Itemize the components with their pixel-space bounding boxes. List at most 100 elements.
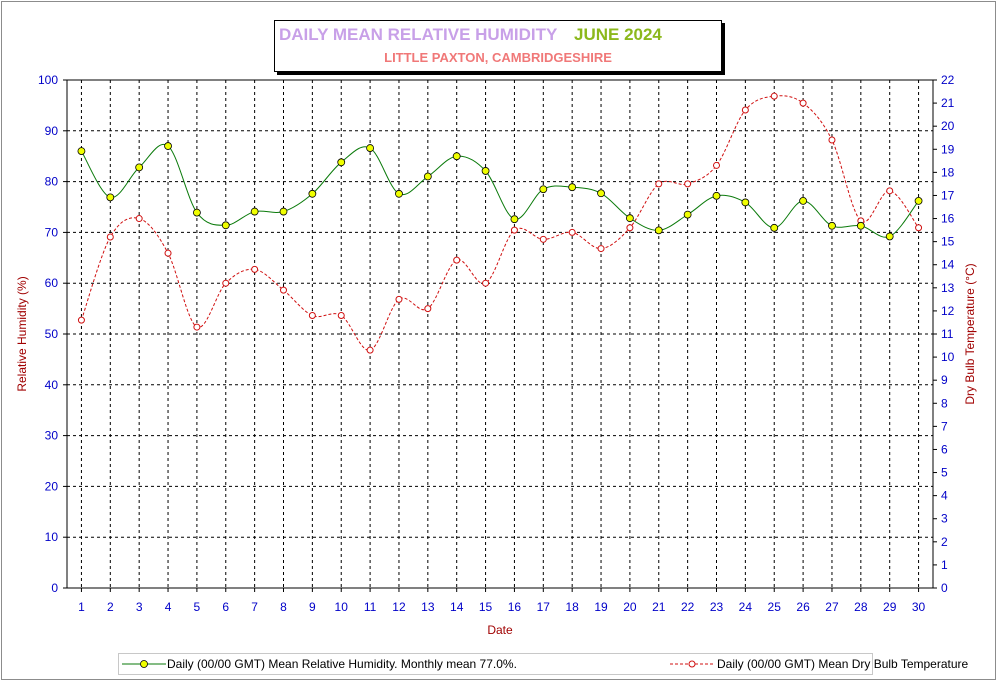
- temperature-point: [222, 279, 230, 287]
- x-tick-label: 13: [421, 600, 435, 614]
- humidity-point: [885, 232, 894, 241]
- humidity-point: [395, 189, 403, 198]
- temperature-point: [770, 92, 778, 100]
- temperature-point: [308, 312, 316, 320]
- humidity-point: [279, 207, 288, 216]
- x-tick-label: 27: [825, 600, 839, 614]
- x-tick-label: 8: [280, 600, 287, 614]
- temperature-point: [135, 215, 143, 223]
- humidity-point: [597, 189, 605, 198]
- temperature-point: [337, 312, 345, 320]
- right-tick-label: 2: [941, 535, 948, 549]
- humidity-point: [712, 191, 721, 200]
- left-tick-label: 70: [45, 225, 59, 239]
- axis-ticks: [63, 79, 937, 592]
- chart-title: DAILY MEAN RELATIVE HUMIDITY: [279, 25, 558, 44]
- temperature-point: [482, 279, 490, 287]
- left-tick-label: 20: [45, 479, 59, 493]
- right-tick-label: 17: [941, 188, 955, 202]
- right-tick-label: 8: [941, 396, 948, 410]
- temperature-point: [713, 161, 720, 169]
- humidity-point: [568, 183, 577, 192]
- humidity-point: [539, 185, 548, 194]
- x-tick-label: 29: [883, 600, 897, 614]
- x-tick-label: 19: [594, 600, 608, 614]
- x-tick-label: 14: [450, 600, 464, 614]
- left-tick-label: 100: [38, 73, 58, 87]
- right-tick-label: 9: [941, 373, 948, 387]
- right-tick-label: 16: [941, 212, 955, 226]
- temperature-point: [453, 256, 461, 264]
- left-tick-label: 10: [45, 530, 59, 544]
- right-tick-label: 19: [941, 142, 955, 156]
- x-tick-label: 3: [136, 600, 143, 614]
- temperature-point: [655, 180, 663, 188]
- x-tick-label: 9: [309, 600, 316, 614]
- temperature-point: [626, 224, 634, 232]
- legend-temperature-label: Daily (00/00 GMT) Mean Dry Bulb Temperat…: [717, 657, 969, 671]
- left-tick-label: 0: [51, 581, 58, 595]
- temperature-point: [164, 249, 172, 257]
- right-axis-label: Dry Bulb Temperature (°C): [963, 263, 977, 404]
- right-tick-label: 4: [941, 489, 948, 503]
- temperature-point: [886, 187, 894, 195]
- humidity-point: [423, 172, 432, 181]
- humidity-point: [799, 197, 807, 205]
- humidity-point: [856, 221, 865, 230]
- right-tick-label: 12: [941, 304, 955, 318]
- humidity-point: [366, 144, 375, 152]
- x-axis-label: Date: [487, 623, 513, 637]
- x-tick-label: 20: [623, 600, 637, 614]
- humidity-point: [741, 198, 750, 207]
- right-tick-label: 0: [941, 581, 948, 595]
- grid-lines: [67, 80, 933, 588]
- temperature-point: [193, 323, 201, 331]
- legend: Daily (00/00 GMT) Mean Relative Humidity…: [118, 653, 968, 675]
- humidity-point: [164, 142, 172, 150]
- chart-title-box: DAILY MEAN RELATIVE HUMIDITY JUNE 2024 L…: [274, 20, 722, 72]
- x-tick-label: 30: [912, 600, 926, 614]
- humidity-point: [626, 214, 634, 223]
- temperature-point: [251, 265, 259, 273]
- right-tick-label: 3: [941, 512, 948, 526]
- right-tick-label: 5: [941, 466, 948, 480]
- chart-subtitle: LITTLE PAXTON, CAMBRIDGESHIRE: [384, 50, 612, 65]
- temperature-point: [366, 346, 374, 354]
- right-tick-label: 7: [941, 419, 948, 433]
- left-tick-label: 60: [45, 276, 59, 290]
- temperature-point: [828, 136, 836, 144]
- humidity-point: [250, 207, 259, 216]
- x-tick-label: 4: [165, 600, 172, 614]
- left-tick-label: 30: [45, 429, 59, 443]
- humidity-point: [828, 221, 836, 230]
- left-tick-label: 80: [45, 175, 59, 189]
- temperature-point: [597, 245, 605, 253]
- temperature-point: [741, 106, 749, 114]
- chart-title-month: JUNE 2024: [574, 25, 662, 44]
- legend-temperature-swatch: [670, 660, 714, 668]
- x-tick-label: 15: [479, 600, 493, 614]
- humidity-point: [77, 147, 86, 156]
- x-tick-label: 5: [194, 600, 201, 614]
- left-tick-label: 40: [45, 378, 59, 392]
- right-tick-label: 6: [941, 442, 948, 456]
- right-tick-label: 18: [941, 165, 955, 179]
- x-tick-label: 21: [652, 600, 666, 614]
- humidity-point: [770, 223, 779, 232]
- left-axis-tick-labels: 0 10 20 30 40 50 60 70 80 90 100: [38, 73, 58, 595]
- humidity-point: [106, 193, 115, 202]
- temperature-point: [799, 99, 807, 107]
- temperature-point: [568, 228, 576, 236]
- x-tick-label: 23: [710, 600, 724, 614]
- x-tick-label: 28: [854, 600, 868, 614]
- humidity-point: [192, 208, 201, 217]
- temperature-point: [510, 226, 518, 234]
- temperature-point: [395, 295, 403, 303]
- humidity-point: [452, 152, 461, 161]
- right-tick-label: 15: [941, 235, 955, 249]
- humidity-series-line: [81, 143, 919, 238]
- x-tick-label: 6: [222, 600, 229, 614]
- x-tick-label: 18: [565, 600, 579, 614]
